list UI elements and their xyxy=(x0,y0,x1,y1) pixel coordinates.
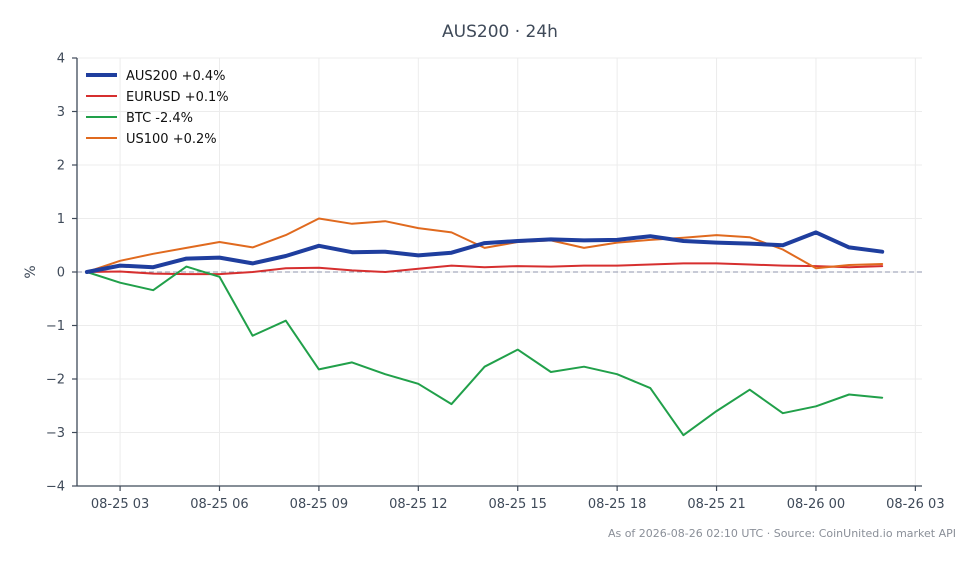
x-tick-label: 08-25 09 xyxy=(290,497,348,512)
y-tick-label: 4 xyxy=(57,52,65,67)
legend-label: EURUSD +0.1% xyxy=(126,90,229,105)
legend: AUS200 +0.4% EURUSD +0.1% BTC -2.4% US100 +… xyxy=(86,69,229,147)
x-tick-label: 08-25 12 xyxy=(389,497,447,512)
y-tick-label: −1 xyxy=(46,319,65,334)
x-axis-ticks: 08-25 03 08-25 06 08-25 09 08-25 12 08-25 15… xyxy=(91,486,945,512)
y-tick-label: 1 xyxy=(57,212,65,227)
series-line-eurusd xyxy=(85,262,884,276)
series-line-btc xyxy=(85,265,884,437)
y-tick-label: −4 xyxy=(46,480,65,495)
series-lines xyxy=(84,217,885,437)
x-tick-label: 08-25 18 xyxy=(588,497,646,512)
series-line-us100 xyxy=(85,217,884,273)
y-axis-label: % xyxy=(23,265,39,278)
y-tick-label: −3 xyxy=(46,426,65,441)
y-tick-label: −2 xyxy=(46,373,65,388)
chart-title: AUS200 · 24h xyxy=(442,22,558,42)
legend-label: US100 +0.2% xyxy=(126,132,217,147)
y-tick-label: 3 xyxy=(57,105,65,120)
y-tick-label: 2 xyxy=(57,159,65,174)
series-line-aus200 xyxy=(84,230,885,274)
x-tick-label: 08-26 00 xyxy=(787,497,845,512)
source-footer: As of 2026-08-26 02:10 UTC · Source: Coi… xyxy=(608,527,956,540)
x-tick-label: 08-25 15 xyxy=(488,497,546,512)
legend-label: AUS200 +0.4% xyxy=(126,69,226,84)
x-tick-label: 08-26 03 xyxy=(886,497,944,512)
x-tick-label: 08-25 06 xyxy=(190,497,248,512)
legend-label: BTC -2.4% xyxy=(126,111,193,126)
x-tick-label: 08-25 03 xyxy=(91,497,149,512)
x-tick-label: 08-25 21 xyxy=(687,497,745,512)
y-axis-ticks: 4 3 2 1 0 −1 −2 −3 −4 xyxy=(46,52,77,495)
y-tick-label: 0 xyxy=(57,266,65,281)
